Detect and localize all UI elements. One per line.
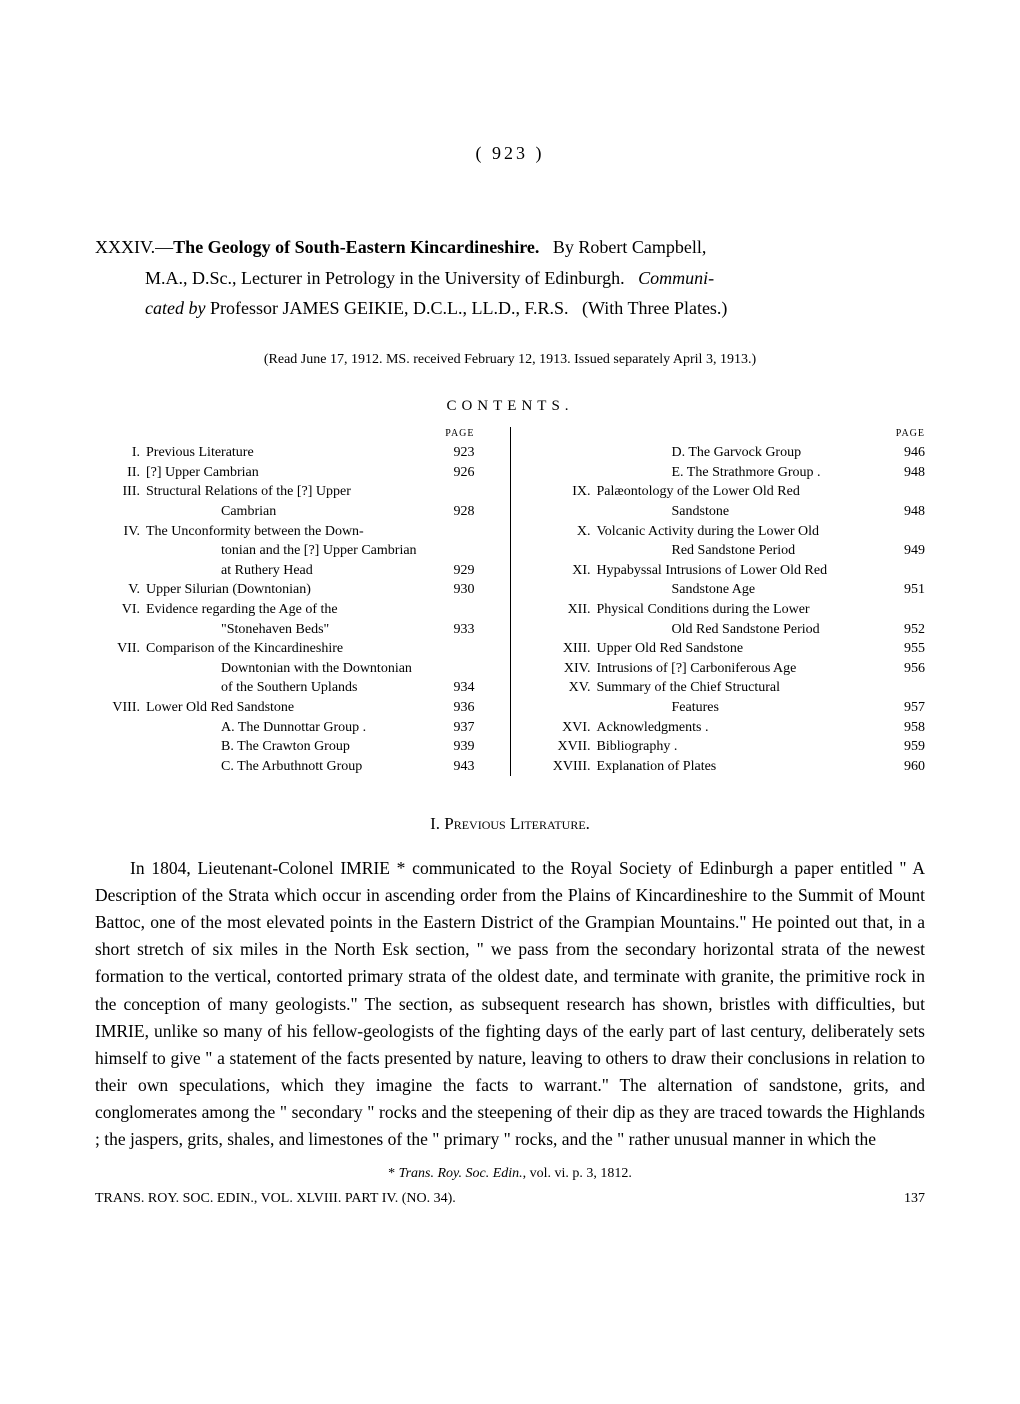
body-paragraph: In 1804, Lieutenant-Colonel IMRIE * comm… (95, 855, 925, 1153)
toc-entry: D. The Garvock Group946 (546, 443, 926, 463)
toc-entry: XVII.Bibliography .959 (546, 737, 926, 757)
title-main: The Geology of South-Eastern Kincardines… (173, 237, 539, 257)
toc-entry-cont: Downtonian with the Downtonian (95, 659, 475, 679)
contents-heading: CONTENTS. (95, 395, 925, 418)
title-line1: XXXIV.—The Geology of South-Eastern Kinc… (95, 232, 925, 263)
plates: (With Three Plates.) (582, 298, 727, 318)
page-label-left: PAGE (95, 427, 475, 441)
title-line2: M.A., D.Sc., Lecturer in Petrology in th… (95, 263, 925, 294)
toc-entry: E. The Strathmore Group .948 (546, 463, 926, 483)
toc-entry: XVI.Acknowledgments .958 (546, 718, 926, 738)
toc-entry: IX.Palæontology of the Lower Old Red (546, 482, 926, 502)
toc-entry-cont: Sandstone Age951 (546, 580, 926, 600)
title-block: XXXIV.—The Geology of South-Eastern Kinc… (95, 232, 925, 324)
toc-entry-cont: Sandstone948 (546, 502, 926, 522)
toc-entry: I.Previous Literature923 (95, 443, 475, 463)
toc-entry: XIV.Intrusions of [?] Carboniferous Age9… (546, 659, 926, 679)
title-line3: cated by Professor JAMES GEIKIE, D.C.L.,… (95, 293, 925, 324)
toc-entry: IV.The Unconformity between the Down- (95, 522, 475, 542)
toc-entry-cont: Features957 (546, 698, 926, 718)
toc-entry: X.Volcanic Activity during the Lower Old (546, 522, 926, 542)
toc-entry: V.Upper Silurian (Downtonian)930 (95, 580, 475, 600)
toc-entry: XII.Physical Conditions during the Lower (546, 600, 926, 620)
contents-right-col: PAGE D. The Garvock Group946E. The Strat… (546, 427, 926, 776)
toc-entry: III.Structural Relations of the [?] Uppe… (95, 482, 475, 502)
title-author: By Robert Campbell, (553, 237, 706, 257)
footer-right: 137 (904, 1188, 925, 1209)
toc-entry: VI.Evidence regarding the Age of the (95, 600, 475, 620)
communicated-label-1: Communi- (638, 268, 714, 288)
toc-entry: XIII.Upper Old Red Sandstone955 (546, 639, 926, 659)
toc-entry-cont: at Ruthery Head929 (95, 561, 475, 581)
section-heading: I. Previous Literature. (95, 811, 925, 837)
toc-entry-cont: "Stonehaven Beds"933 (95, 620, 475, 640)
toc-entry-cont: Cambrian928 (95, 502, 475, 522)
title-credentials: M.A., D.Sc., Lecturer in Petrology in th… (145, 268, 625, 288)
page-label-right: PAGE (546, 427, 926, 441)
toc-entry: II.[?] Upper Cambrian926 (95, 463, 475, 483)
communicator: Professor JAMES GEIKIE, D.C.L., LL.D., F… (210, 298, 569, 318)
toc-entry-cont: of the Southern Uplands934 (95, 678, 475, 698)
toc-entry-cont: Old Red Sandstone Period952 (546, 620, 926, 640)
contents-wrapper: PAGE I.Previous Literature923II.[?] Uppe… (95, 427, 925, 776)
toc-entry: VIII.Lower Old Red Sandstone936 (95, 698, 475, 718)
footer: TRANS. ROY. SOC. EDIN., VOL. XLVIII. PAR… (95, 1188, 925, 1209)
dates-line: (Read June 17, 1912. MS. received Februa… (95, 349, 925, 370)
title-roman: XXXIV. (95, 237, 155, 257)
footer-left: TRANS. ROY. SOC. EDIN., VOL. XLVIII. PAR… (95, 1188, 456, 1209)
contents-left-col: PAGE I.Previous Literature923II.[?] Uppe… (95, 427, 475, 776)
toc-entry: C. The Arbuthnott Group943 (95, 757, 475, 777)
toc-entry: B. The Crawton Group939 (95, 737, 475, 757)
toc-entry-cont: tonian and the [?] Upper Cambrian (95, 541, 475, 561)
toc-entry: XV.Summary of the Chief Structural (546, 678, 926, 698)
communicated-label-2: cated by (145, 298, 205, 318)
page-number: ( 923 ) (95, 140, 925, 167)
column-divider (510, 427, 511, 776)
toc-entry: VII.Comparison of the Kincardineshire (95, 639, 475, 659)
toc-entry-cont: Red Sandstone Period949 (546, 541, 926, 561)
footnote: * Trans. Roy. Soc. Edin., vol. vi. p. 3,… (95, 1163, 925, 1184)
toc-entry: XVIII.Explanation of Plates960 (546, 757, 926, 777)
toc-entry: A. The Dunnottar Group .937 (95, 718, 475, 738)
toc-entry: XI.Hypabyssal Intrusions of Lower Old Re… (546, 561, 926, 581)
